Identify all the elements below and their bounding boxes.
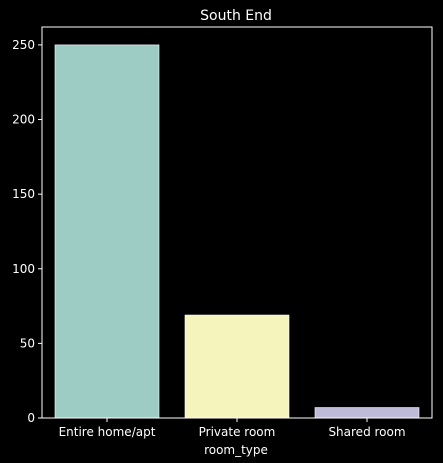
y-tick-label: 100 xyxy=(12,262,35,276)
chart-title: South End xyxy=(200,8,272,24)
y-tick-label: 0 xyxy=(27,411,35,425)
x-tick-label: Private room xyxy=(199,425,276,439)
x-tick-label: Shared room xyxy=(328,425,405,439)
bars-group xyxy=(54,44,420,419)
y-tick-label: 250 xyxy=(12,38,35,52)
bar-2 xyxy=(184,314,290,419)
bar-1 xyxy=(54,44,160,419)
x-tick-label: Entire home/apt xyxy=(59,425,156,439)
plot-frame xyxy=(41,26,433,419)
y-tick-label: 200 xyxy=(12,113,35,127)
x-axis-label: room_type xyxy=(204,443,268,457)
y-tick-label: 50 xyxy=(20,336,35,350)
bar-3 xyxy=(314,407,420,419)
y-tick-label: 150 xyxy=(12,187,35,201)
y-axis-ticks: 0 50 100 150 200 250 xyxy=(12,38,42,425)
x-axis-ticks: Entire home/apt Private room Shared room xyxy=(59,418,406,439)
